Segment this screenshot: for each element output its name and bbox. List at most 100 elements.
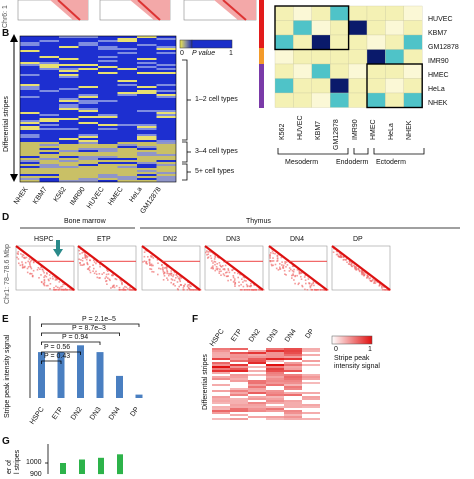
panel-d-hic-speck xyxy=(87,268,90,270)
panel-d-hic-speck xyxy=(47,284,49,287)
panel-d-hic-speck xyxy=(150,255,152,257)
panel-d-hic-speck xyxy=(223,274,226,277)
panel-d-hic-speck xyxy=(189,289,191,291)
panel-f-heatmap-cell xyxy=(212,410,230,412)
panel-b-heatmap-cell xyxy=(39,124,59,126)
panel-d-hic-speck xyxy=(270,263,273,266)
panel-b-heatmap-cell xyxy=(20,126,40,128)
panel-b-heatmap-cell xyxy=(39,62,59,64)
panel-d-hic-speck xyxy=(296,269,299,271)
panel-b-heatmap-cell xyxy=(137,176,157,178)
panel-b-heatmap-cell xyxy=(78,170,98,172)
panel-d-hic-speck xyxy=(215,268,218,270)
panel-d-hic-speck xyxy=(247,289,250,291)
panel-d-hic-speck xyxy=(275,267,278,270)
panel-d-hic-speck xyxy=(220,270,222,272)
panel-d-hic-speck xyxy=(300,278,303,280)
panel-d-hic-speck xyxy=(285,274,287,276)
panel-b-heatmap-cell xyxy=(78,180,98,182)
panel-d-hic-speck xyxy=(69,289,71,291)
panel-d-hic-speck xyxy=(98,277,100,279)
panel-d-hic-speck xyxy=(274,252,276,255)
panel-d-hic-speck xyxy=(119,279,122,281)
panel-f-heatmap-cell xyxy=(302,418,320,420)
panel-d-hic-speck xyxy=(210,251,212,253)
panel-b-heatmap-cell xyxy=(137,90,157,92)
panel-b-heatmap-cell xyxy=(78,178,98,180)
panel-f-heatmap-cell xyxy=(284,378,302,380)
panel-d-hic-speck xyxy=(313,284,315,287)
panel-d-hic-speck xyxy=(237,276,239,279)
panel-d-group-bone-marrow: Bone marrow xyxy=(64,218,106,225)
panel-c-col-label: NHEK xyxy=(406,120,413,140)
panel-d-hic-speck xyxy=(108,278,111,281)
panel-c-matrix-cell xyxy=(293,5,312,21)
panel-d-hic-speck xyxy=(106,283,108,285)
panel-d-hic-speck xyxy=(207,256,210,258)
panel-d-hic-speck xyxy=(214,261,217,263)
panel-f-heatmap-cell xyxy=(302,392,320,394)
panel-d-hic-speck xyxy=(32,269,35,272)
panel-f-heatmap-cell xyxy=(284,392,302,394)
panel-b-heatmap-cell xyxy=(117,144,137,146)
panel-f-heatmap-cell xyxy=(284,382,302,384)
panel-d-hic-speck xyxy=(303,276,306,278)
panel-b-heatmap-cell xyxy=(137,150,157,152)
panel-f-heatmap-cell xyxy=(266,396,284,398)
panel-f-heatmap-cell xyxy=(212,370,230,372)
panel-c-matrix-cell xyxy=(403,20,423,36)
panel-f-legend-title: Stripe peak intensity signal xyxy=(334,355,380,370)
panel-b-heatmap-cell xyxy=(78,174,98,176)
panel-b-heatmap-cell xyxy=(156,164,176,166)
panel-d-hic-speck xyxy=(21,264,24,266)
panel-f-heatmap-cell xyxy=(248,358,266,360)
panel-d-hic-speck xyxy=(84,256,86,258)
panel-f-heatmap-cell xyxy=(212,396,230,398)
panel-d-hic-speck xyxy=(298,272,301,275)
panel-g-bar-chart xyxy=(45,444,123,475)
panel-f-heatmap-cell xyxy=(248,398,266,400)
panel-b-heatmap-cell xyxy=(98,156,118,158)
panel-d-hic-speck xyxy=(301,285,304,288)
panel-f-heatmap-cell xyxy=(302,364,320,366)
panel-d-hic-speck xyxy=(339,254,342,256)
panel-b-heatmap-cell xyxy=(59,106,79,108)
panel-d-hic-speck xyxy=(46,272,48,274)
panel-b-heatmap-cell xyxy=(59,158,79,160)
panel-d-hic-speck xyxy=(166,270,168,272)
panel-d-hic-speck xyxy=(272,264,274,267)
panel-b-heatmap-cell xyxy=(20,64,40,66)
panel-d-hic-speck xyxy=(306,289,309,291)
panel-d-hic-speck xyxy=(342,259,345,261)
panel-d-hic-speck xyxy=(40,266,43,268)
panel-d-hic-speck xyxy=(338,252,341,255)
panel-b-heatmap-cell xyxy=(20,44,40,46)
panel-d-hic-speck xyxy=(360,273,363,275)
panel-d-hic-speck xyxy=(86,255,89,258)
panel-c-matrix-cell xyxy=(293,78,312,94)
panel-d-hic-speck xyxy=(343,255,345,258)
panel-d-hic-speck xyxy=(335,253,338,256)
panel-d-hic-speck xyxy=(178,285,180,288)
panel-d-hic-speck xyxy=(27,266,30,268)
panel-b-heatmap-cell xyxy=(78,136,98,138)
panel-c-group-bar xyxy=(259,0,264,108)
panel-d-hic-speck xyxy=(145,261,147,264)
panel-d-hic-speck xyxy=(241,289,243,291)
panel-c-cluster-box xyxy=(274,5,350,51)
panel-d-hic-speck xyxy=(222,273,225,275)
panel-d-hic-speck xyxy=(223,268,226,270)
panel-f-heatmap-cell xyxy=(284,358,302,360)
panel-f-heatmap-cell xyxy=(284,386,302,388)
panel-d-hic-speck xyxy=(103,272,105,274)
panel-f-heatmap-cell xyxy=(248,370,266,372)
panel-d-hic-speck xyxy=(293,279,295,281)
panel-d-hic-speck xyxy=(317,289,320,291)
panel-b-heatmap-cell xyxy=(78,158,98,160)
panel-b-legend-max: 1 xyxy=(229,50,233,57)
panel-f-heatmap-cell xyxy=(212,406,230,408)
panel-d-hic-speck xyxy=(46,273,48,275)
panel-c-matrix-cell xyxy=(348,34,368,50)
panel-d-hic-speck xyxy=(183,289,185,291)
panel-c-matrix-cell xyxy=(366,92,386,108)
